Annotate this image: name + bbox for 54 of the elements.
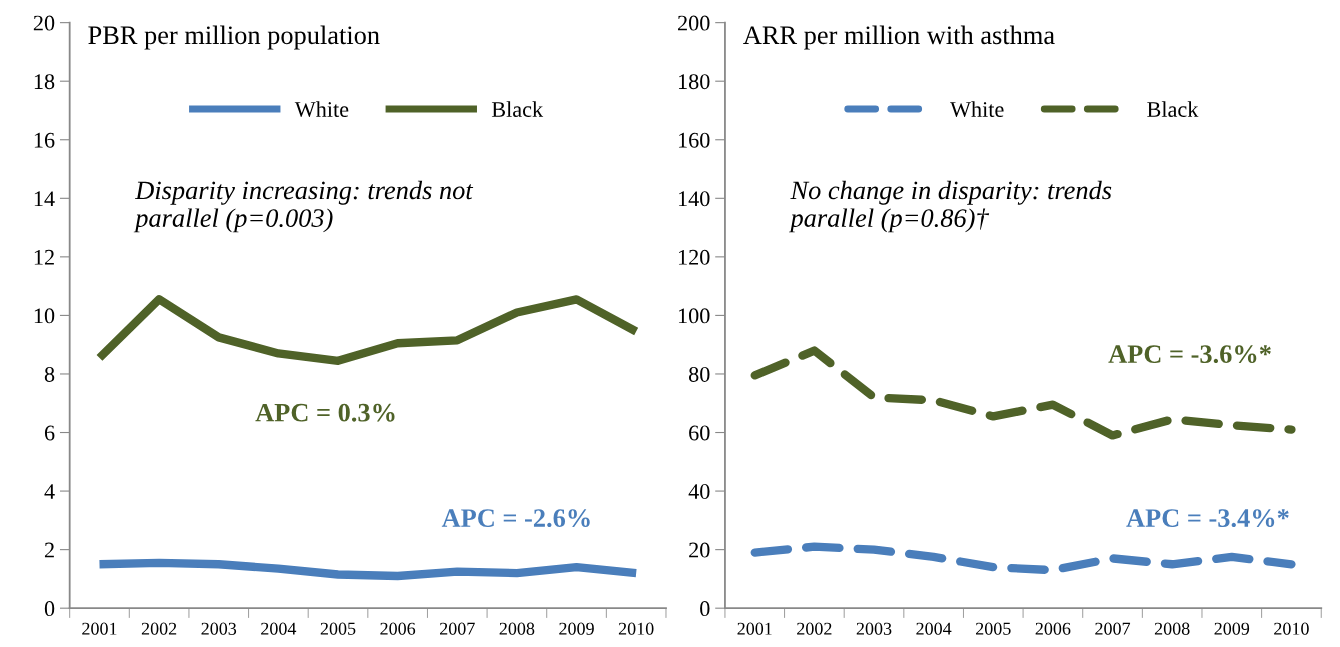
x-tick-label: 2004	[261, 622, 297, 635]
x-tick-label: 2005	[976, 622, 1011, 635]
annotation: APC = -3.6%*	[1108, 345, 1271, 364]
y-tick-label: 60	[689, 425, 710, 441]
y-tick-label: 20	[33, 15, 55, 31]
x-tick-label: 2003	[201, 622, 237, 635]
x-tick-label: 2010	[618, 622, 654, 635]
x-tick-label: 2002	[141, 622, 177, 635]
x-tick-label: 2008	[1154, 622, 1190, 635]
y-tick-label: 0	[44, 601, 55, 617]
x-tick-label: 2007	[1095, 622, 1131, 635]
y-tick-label: 80	[688, 366, 710, 382]
x-tick-label: 2008	[499, 622, 535, 635]
x-tick-label: 2001	[82, 622, 117, 635]
x-tick-label: 2001	[737, 622, 772, 635]
y-tick-label: 8	[44, 366, 55, 382]
y-tick-label: 20	[689, 542, 710, 558]
y-tick-label: 100	[678, 308, 710, 324]
annotation: No change in disparity: trends parallel (p=0.86)†	[788, 180, 1112, 233]
x-tick-label: 2003	[856, 622, 892, 635]
x-tick-label: 2004	[916, 622, 952, 635]
y-tick-label: 16	[34, 132, 55, 148]
x-tick-label: 2005	[320, 622, 356, 635]
x-tick-label: 2006	[380, 622, 416, 635]
legend-label: Black	[491, 101, 544, 117]
chart-title: ARR per million with asthma	[743, 25, 1055, 50]
legend-label: Black	[1147, 101, 1199, 117]
x-tick-label: 2009	[559, 622, 594, 635]
y-tick-label: 200	[678, 15, 710, 31]
annotation: Disparity increasing: trends not parallel (p=0.003)	[133, 180, 474, 233]
legend-label: White	[294, 101, 349, 118]
x-tick-label: 2002	[797, 622, 832, 635]
chart-title: PBR per million population	[88, 25, 380, 50]
x-tick-label: 2007	[440, 622, 475, 635]
x-tick-label: 2009	[1214, 622, 1250, 635]
annotation: APC = -2.6%	[441, 509, 590, 528]
legend-label: White	[950, 101, 1004, 118]
y-tick-label: 140	[678, 191, 710, 207]
y-tick-label: 10	[34, 308, 55, 324]
y-tick-label: 180	[678, 74, 710, 90]
x-tick-label: 2010	[1274, 622, 1309, 635]
y-tick-label: 4	[44, 484, 55, 499]
annotation: APC = 0.3%	[255, 403, 395, 422]
y-tick-label: 160	[678, 132, 710, 148]
y-tick-label: 6	[44, 425, 55, 441]
annotation: APC = -3.4%*	[1126, 509, 1289, 528]
y-tick-label: 2	[44, 542, 54, 558]
y-tick-label: 18	[34, 74, 55, 90]
y-tick-label: 40	[688, 484, 710, 499]
x-tick-label: 2006	[1035, 622, 1071, 635]
y-tick-label: 14	[34, 191, 55, 207]
y-tick-label: 0	[700, 601, 710, 617]
y-tick-label: 12	[34, 249, 54, 265]
y-tick-label: 120	[678, 249, 710, 265]
